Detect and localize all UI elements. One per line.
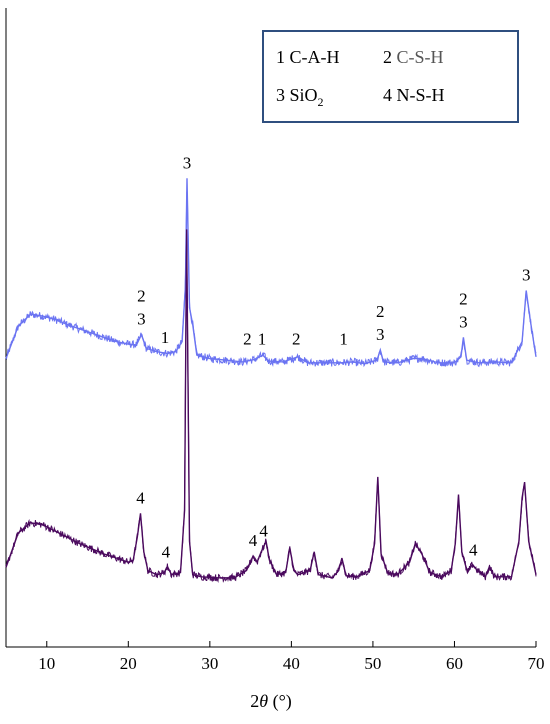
peak-label: 2 [376, 302, 385, 321]
peak-label: 1 [258, 329, 267, 348]
peak-label: 2 [243, 329, 252, 348]
legend-entry-3: 3 SiO2 [276, 85, 324, 109]
x-tick-label: 10 [38, 654, 55, 673]
peak-label: 2 [459, 289, 468, 308]
peak-label: 3 [183, 153, 192, 172]
legend-box [262, 30, 519, 123]
peak-label: 3 [522, 266, 531, 285]
peak-label: 4 [469, 540, 478, 559]
peak-label: 1 [161, 328, 170, 347]
peak-label: 4 [162, 542, 171, 561]
peak-label: 3 [137, 310, 146, 329]
x-tick-label: 40 [283, 654, 300, 673]
x-tick-label: 70 [528, 654, 545, 673]
x-axis-label: 2θ (°) [250, 691, 292, 712]
peak-label: 3 [376, 325, 385, 344]
peak-label: 4 [259, 522, 268, 541]
peak-label: 4 [136, 488, 145, 507]
x-tick-label: 50 [364, 654, 381, 673]
peak-label: 4 [249, 531, 258, 550]
legend-entry-1: 1 C-A-H [276, 47, 340, 67]
axes [5, 8, 536, 648]
peak-label: 2 [137, 287, 146, 306]
peak-label: 1 [339, 329, 348, 348]
peak-label: 3 [459, 312, 468, 331]
x-tick-label: 60 [446, 654, 463, 673]
series-upper-peaks [5, 178, 537, 365]
x-tick-label: 20 [120, 654, 137, 673]
series-layer [5, 178, 537, 583]
legend-entry-4: 4 N-S-H [383, 85, 445, 105]
legend: 1 C-A-H 2 C-S-H 3 SiO2 4 N-S-H [262, 30, 519, 123]
legend-entry-2: 2 C-S-H [383, 47, 444, 67]
peak-label: 2 [292, 329, 301, 348]
series-lower-peaks [5, 229, 537, 579]
x-tick-label: 30 [201, 654, 218, 673]
x-ticks: 10 20 30 40 50 60 70 [38, 641, 545, 673]
